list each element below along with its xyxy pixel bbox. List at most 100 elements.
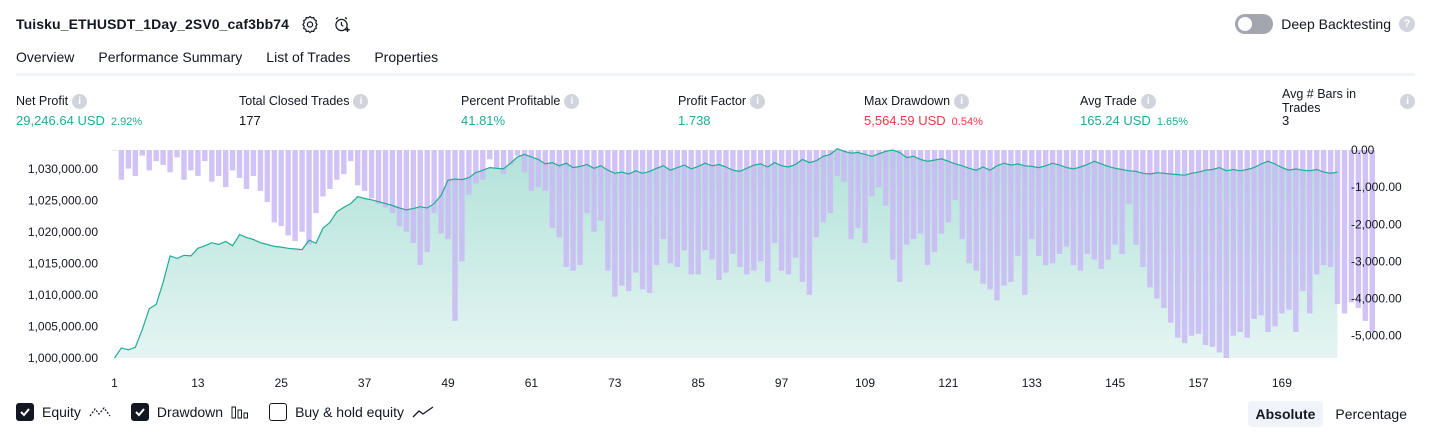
tab-list-of-trades[interactable]: List of Trades (266, 49, 351, 65)
drawdown-bar (431, 150, 437, 214)
drawdown-bar (883, 150, 889, 206)
legend-drawdown[interactable]: Drawdown (130, 403, 249, 421)
drawdown-bar (1070, 150, 1077, 266)
drawdown-bar (959, 150, 966, 240)
drawdown-bar (209, 150, 215, 182)
drawdown-bar (1237, 150, 1243, 332)
drawdown-bar (452, 150, 458, 321)
drawdown-bar (438, 150, 444, 234)
metric-profit-factor: Profit Factor i 1.738 (678, 93, 766, 128)
drawdown-bar (917, 150, 924, 234)
legend-buy-hold[interactable]: Buy & hold equity (269, 403, 434, 421)
info-icon[interactable]: i (954, 93, 970, 109)
drawdown-bar (188, 150, 194, 171)
drawdown-bar (973, 150, 979, 271)
drawdown-bar (612, 150, 618, 297)
drawdown-bar (1265, 150, 1271, 332)
drawdown-bar (1258, 150, 1264, 316)
equity-drawdown-chart[interactable]: 1,000,000.00 1,005,000.00 1,010,000.00 1,01… (0, 140, 1431, 396)
x-tick-label: 121 (938, 376, 958, 390)
drawdown-bar (528, 150, 535, 191)
tab-overview[interactable]: Overview (16, 42, 75, 76)
info-icon[interactable]: i (564, 93, 580, 109)
equity-tick-label: 1,005,000.00 (28, 320, 98, 334)
legend-equity[interactable]: Equity (16, 403, 111, 421)
drawdown-bar (1320, 150, 1327, 266)
settings-gear-icon[interactable] (299, 13, 321, 35)
drawdown-bar (1216, 150, 1223, 353)
drawdown-bar (1341, 150, 1348, 314)
metric-total-closed-trades: Total Closed Trades i 177 (239, 93, 369, 128)
equity-line (114, 148, 1338, 359)
drawdown-bar (424, 150, 430, 253)
drawdown-bar (633, 150, 639, 273)
metric-label: Percent Profitable (461, 94, 561, 108)
add-alert-clock-icon[interactable] (331, 13, 353, 35)
tab-properties[interactable]: Properties (374, 49, 439, 65)
equity-tick-label: 1,010,000.00 (28, 288, 98, 302)
drawdown-bar (466, 150, 472, 195)
tabs-divider (16, 73, 1415, 76)
buy-hold-checkbox[interactable] (269, 403, 288, 421)
drawdown-bar (236, 150, 243, 178)
metric-value: 1.738 (678, 113, 711, 128)
metric-percent: 0.54% (951, 116, 983, 128)
drawdown-bar (341, 150, 347, 175)
question-mark-icon[interactable]: ? (1399, 16, 1415, 32)
drawdown-bar (751, 150, 757, 271)
drawdown-bar (514, 150, 521, 156)
metric-avg-trade: Avg Trade i 165.24 USD 1.65% (1080, 93, 1188, 128)
drawdown-bar (758, 150, 764, 262)
drawdown-bar (1022, 150, 1028, 295)
drawdown-bar (1029, 150, 1035, 240)
drawdown-bar (1307, 150, 1313, 314)
drawdown-bar (674, 150, 681, 267)
drawdown-bar (507, 150, 514, 165)
drawdown-bars-icon (231, 405, 249, 419)
percentage-button[interactable]: Percentage (1335, 406, 1407, 422)
equity-tick-label: 1,015,000.00 (28, 257, 98, 271)
drawdown-bar (1181, 150, 1188, 344)
drawdown-bar (459, 150, 465, 262)
tab-performance-summary[interactable]: Performance Summary (98, 49, 243, 65)
drawdown-bar (778, 150, 785, 271)
drawdown-bar (299, 150, 305, 232)
drawdown-bar (938, 150, 945, 234)
info-icon[interactable]: i (353, 93, 369, 109)
drawdown-bar (667, 150, 674, 264)
metric-label: Max Drawdown (864, 94, 951, 108)
drawdown-bar (834, 150, 840, 176)
equity-tick-label: 1,000,000.00 (28, 351, 98, 365)
drawdown-bar (139, 150, 146, 156)
drawdown-bar (181, 150, 187, 180)
drawdown-bar (1355, 150, 1362, 308)
toggle-knob (1238, 17, 1253, 31)
info-icon[interactable]: i (750, 93, 766, 109)
drawdown-bar (605, 150, 611, 271)
drawdown-checkbox[interactable] (130, 403, 149, 421)
equity-checkbox[interactable] (16, 403, 34, 421)
drawdown-bar (1244, 150, 1250, 338)
absolute-button[interactable]: Absolute (1247, 401, 1324, 427)
info-icon[interactable]: i (1400, 93, 1415, 109)
drawdown-bar (827, 150, 833, 214)
drawdown-bar (897, 150, 903, 282)
info-icon[interactable]: i (1140, 93, 1156, 109)
drawdown-bar (820, 150, 827, 223)
info-icon[interactable]: i (72, 93, 88, 109)
deep-backtesting-toggle[interactable] (1235, 14, 1274, 34)
drawdown-bar (1036, 150, 1042, 256)
drawdown-bar (1175, 150, 1181, 338)
drawdown-bar (223, 150, 229, 188)
drawdown-bar (320, 150, 326, 197)
drawdown-bar (1161, 150, 1167, 308)
drawdown-bar (542, 150, 549, 191)
metric-percent: 2.92% (110, 116, 143, 128)
drawdown-bar (264, 150, 271, 202)
metric-value: 177 (239, 113, 261, 128)
drawdown-bar (368, 150, 375, 199)
drawdown-bar (1272, 150, 1278, 327)
drawdown-bar (945, 150, 952, 223)
x-tick-label: 109 (855, 376, 875, 390)
drawdown-bar (806, 150, 813, 295)
